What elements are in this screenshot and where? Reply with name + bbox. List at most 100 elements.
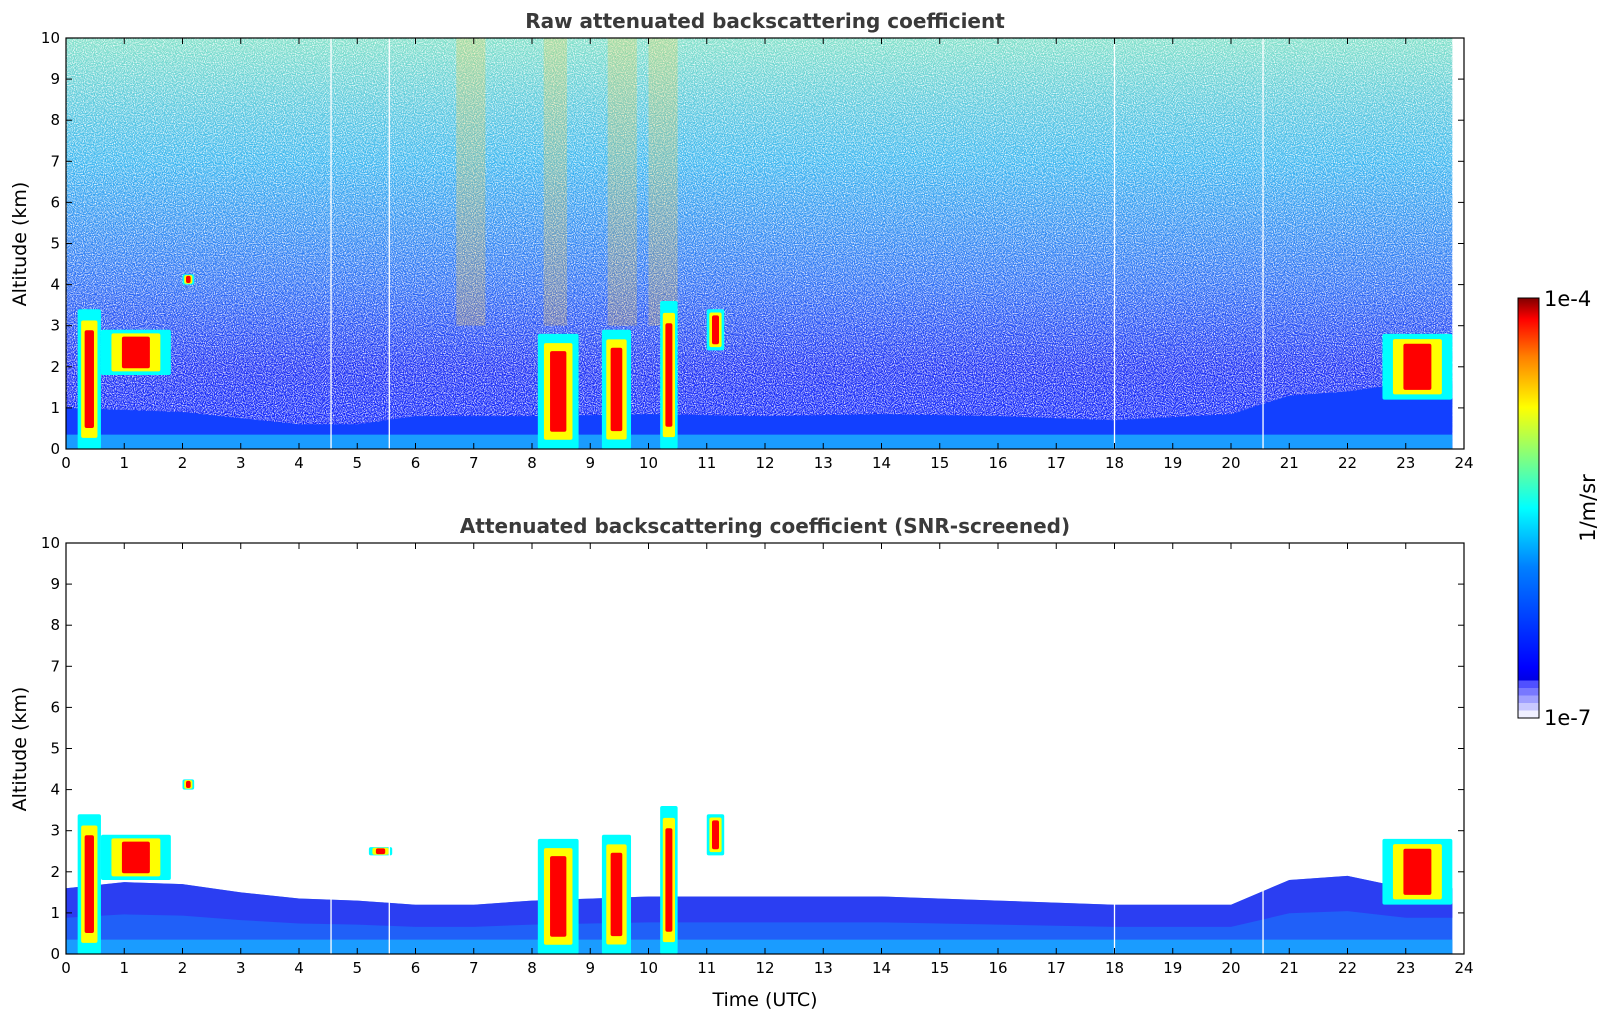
colorbar-step — [1518, 695, 1539, 703]
x-tick-label: 8 — [527, 959, 537, 977]
x-tick-label: 12 — [755, 959, 774, 977]
x-tick-label: 7 — [469, 959, 479, 977]
x-tick-label: 13 — [814, 454, 833, 472]
y-tick-label: 0 — [50, 945, 60, 963]
x-tick-label: 23 — [1396, 959, 1415, 977]
x-tick-label: 17 — [1047, 959, 1066, 977]
x-tick-label: 16 — [988, 454, 1007, 472]
raw-backscatter-heatmap — [66, 38, 1453, 449]
x-tick-label: 13 — [814, 959, 833, 977]
y-tick-label: 6 — [50, 193, 60, 211]
cloud-core-intense — [375, 848, 386, 855]
x-tick-label: 10 — [639, 959, 658, 977]
cloud-core-intense — [711, 315, 719, 345]
y-tick-label: 5 — [50, 740, 60, 758]
y-tick-label: 4 — [50, 276, 60, 294]
x-tick-label: 14 — [872, 454, 891, 472]
y-tick-label: 8 — [50, 616, 60, 634]
x-tick-label: 6 — [411, 454, 421, 472]
x-tick-label: 4 — [294, 959, 304, 977]
x-tick-label: 11 — [697, 454, 716, 472]
x-tick-label: 19 — [1163, 959, 1182, 977]
x-tick-label: 18 — [1105, 959, 1124, 977]
boundary-layer-top-band — [66, 875, 1453, 927]
cloud-core-intense — [84, 835, 94, 934]
colorbar-step — [1518, 710, 1539, 718]
y-tick-label: 1 — [50, 399, 60, 417]
surface-layer — [66, 434, 1453, 449]
x-tick-label: 9 — [585, 959, 595, 977]
chart-title: Attenuated backscattering coefficient (S… — [460, 514, 1070, 538]
x-tick-label: 4 — [294, 454, 304, 472]
x-tick-label: 20 — [1221, 454, 1240, 472]
x-tick-label: 7 — [469, 454, 479, 472]
colorbar: 1e-4 1e-7 1/m/sr — [1517, 287, 1600, 730]
cloud-core-intense — [1403, 848, 1432, 895]
x-tick-label: 21 — [1280, 959, 1299, 977]
cloud-core-intense — [185, 780, 191, 789]
y-tick-label: 9 — [50, 575, 60, 593]
x-tick-label: 2 — [178, 959, 188, 977]
y-tick-label: 8 — [50, 111, 60, 129]
colorbar-unit-label: 1/m/sr — [1576, 474, 1600, 542]
snr-screened-panel: Attenuated backscattering coefficient (S… — [9, 514, 1474, 1011]
x-tick-label: 19 — [1163, 454, 1182, 472]
colorbar-min-label: 1e-7 — [1544, 706, 1591, 730]
colorbar-step — [1518, 703, 1539, 711]
aerosol-streak — [648, 38, 678, 326]
x-tick-label: 8 — [527, 454, 537, 472]
x-tick-label: 16 — [988, 959, 1007, 977]
x-tick-label: 6 — [411, 959, 421, 977]
y-tick-label: 7 — [50, 152, 60, 170]
x-tick-label: 24 — [1454, 959, 1473, 977]
x-tick-label: 21 — [1280, 454, 1299, 472]
x-tick-label: 2 — [178, 454, 188, 472]
x-tick-label: 24 — [1454, 454, 1473, 472]
cloud-core-intense — [665, 323, 673, 427]
raw-backscatter-panel: Raw attenuated backscattering coefficien… — [9, 9, 1474, 472]
x-tick-label: 5 — [352, 454, 362, 472]
surface-layer — [66, 939, 1453, 954]
y-tick-label: 10 — [41, 534, 60, 552]
x-tick-label: 0 — [61, 959, 71, 977]
colorbar-max-label: 1e-4 — [1544, 287, 1591, 311]
cloud-core-intense — [610, 347, 623, 432]
aerosol-streak — [543, 38, 567, 326]
y-tick-label: 6 — [50, 698, 60, 716]
chart-title: Raw attenuated backscattering coefficien… — [525, 9, 1005, 33]
y-tick-label: 9 — [50, 70, 60, 88]
x-tick-label: 11 — [697, 959, 716, 977]
colorbar-frame — [1517, 297, 1540, 719]
x-tick-label: 15 — [930, 959, 949, 977]
cloud-core-intense — [711, 820, 719, 850]
cloud-core-intense — [550, 856, 567, 937]
colorbar-gradient — [1518, 298, 1539, 718]
x-tick-label: 10 — [639, 454, 658, 472]
y-axis-label: Altitude (km) — [9, 182, 31, 307]
colorbar-step — [1518, 680, 1539, 688]
x-axis-label: Time (UTC) — [711, 989, 817, 1011]
y-tick-label: 5 — [50, 235, 60, 253]
x-tick-label: 9 — [585, 454, 595, 472]
cloud-core-intense — [665, 828, 673, 932]
x-tick-label: 5 — [352, 959, 362, 977]
cloud-core-intense — [185, 275, 191, 284]
aerosol-streak — [607, 38, 637, 326]
colorbar-step — [1518, 688, 1539, 696]
x-tick-label: 14 — [872, 959, 891, 977]
x-tick-label: 12 — [755, 454, 774, 472]
y-tick-label: 10 — [41, 29, 60, 47]
y-tick-label: 4 — [50, 781, 60, 799]
y-tick-label: 3 — [50, 822, 60, 840]
plot-frame — [65, 542, 1465, 955]
y-tick-label: 2 — [50, 863, 60, 881]
snr-screened-heatmap — [66, 543, 1453, 954]
x-tick-label: 22 — [1338, 959, 1357, 977]
x-tick-label: 18 — [1105, 454, 1124, 472]
y-tick-label: 7 — [50, 657, 60, 675]
x-tick-label: 0 — [61, 454, 71, 472]
x-tick-label: 1 — [119, 959, 129, 977]
x-tick-label: 17 — [1047, 454, 1066, 472]
y-tick-label: 2 — [50, 358, 60, 376]
